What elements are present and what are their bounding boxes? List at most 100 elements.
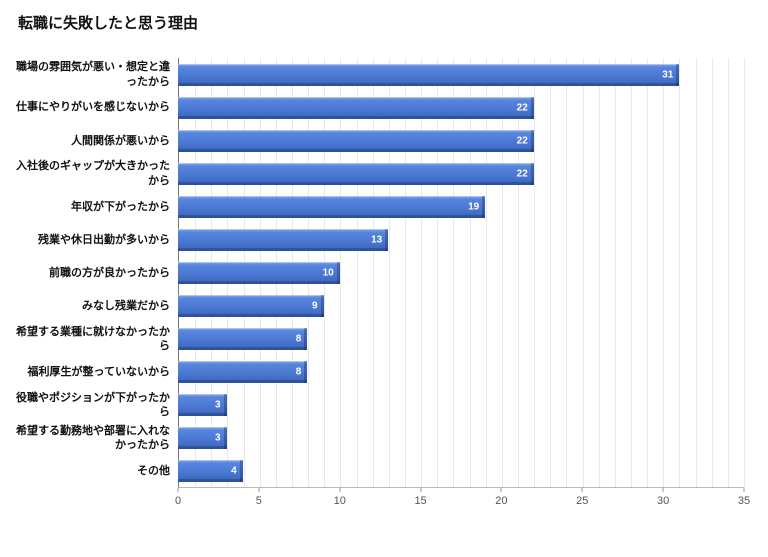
x-tick-label: 20 (495, 495, 508, 507)
bar-value-label: 4 (231, 465, 237, 477)
category-label: 入社後のギャップが大きかったから (16, 160, 170, 187)
x-tick-label: 10 (333, 495, 346, 507)
bar: 22 (178, 162, 534, 185)
bar-track: 4 (178, 455, 744, 488)
bar-track: 8 (178, 356, 744, 389)
gridline (518, 58, 519, 487)
bar-track: 10 (178, 256, 744, 289)
bar: 9 (178, 295, 324, 318)
category-label: 希望する勤務地や部署に入れなかったから (16, 425, 170, 452)
bar-value-label: 13 (371, 234, 383, 246)
category-label: 職場の雰囲気が悪い・想定と違ったから (16, 61, 170, 88)
gridline (663, 58, 665, 487)
gridline (566, 58, 568, 487)
gridline (679, 58, 681, 487)
bar-track: 9 (178, 290, 744, 323)
bar: 19 (178, 195, 486, 218)
bar: 22 (178, 129, 534, 152)
bar-row: 希望する業種に就けなかったから 8 (12, 323, 744, 356)
gridline (727, 58, 729, 487)
bar-track: 3 (178, 389, 744, 422)
bar-track: 22 (178, 124, 744, 157)
bar-value-label: 22 (516, 168, 528, 180)
gridline (501, 58, 503, 487)
bar: 10 (178, 262, 340, 284)
gridline (711, 58, 713, 487)
x-tick-label: 15 (414, 495, 427, 507)
category-label: 福利厚生が整っていないから (27, 366, 170, 379)
bar-row: 人間関係が悪いから 22 (12, 124, 744, 157)
gridline (631, 58, 632, 487)
x-tick-label: 35 (737, 495, 751, 507)
category-label: 残業や休日出勤が多いから (38, 233, 170, 246)
x-tick-label: 0 (174, 495, 182, 507)
x-tick-mark (420, 488, 422, 492)
bar-track: 22 (178, 91, 744, 124)
bar-chart: 職場の雰囲気が悪い・想定と違ったから 31 仕事にやりがいを感じないから 22 人間関係… (12, 58, 751, 516)
gridline (469, 58, 471, 487)
bar-row: 希望する勤務地や部署に入れなかったから 3 (12, 422, 744, 455)
bar: 31 (178, 63, 680, 86)
x-tick-mark (177, 488, 179, 492)
bar-row: 前職の方が良かったから 10 (12, 256, 744, 289)
bar-row: 入社後のギャップが大きかったから 22 (12, 157, 744, 190)
bar-row: 職場の雰囲気が悪い・想定と違ったから 31 (12, 58, 744, 91)
bar-row: 仕事にやりがいを感じないから 22 (12, 91, 744, 124)
gridline (388, 58, 390, 487)
bar-track: 19 (178, 190, 744, 223)
bar-value-label: 9 (311, 300, 318, 312)
gridline (356, 58, 358, 487)
category-label: その他 (137, 465, 170, 478)
x-tick-label: 5 (255, 495, 262, 507)
bar-value-label: 31 (662, 69, 674, 81)
bar-value-label: 3 (214, 399, 221, 411)
bar: 8 (178, 361, 308, 384)
bar-track: 3 (178, 422, 744, 455)
bar-row: 年収が下がったから 19 (12, 190, 744, 223)
x-tick-mark (662, 488, 664, 492)
gridline (598, 58, 600, 487)
x-tick-mark (743, 488, 745, 492)
category-label: 人間関係が悪いから (71, 134, 170, 147)
bar-value-label: 3 (214, 432, 221, 444)
bar-value-label: 22 (516, 135, 528, 147)
bar-track: 22 (178, 157, 744, 190)
bar-track: 8 (178, 323, 744, 356)
bar-row: その他 4 (12, 455, 744, 488)
gridline (647, 58, 649, 487)
category-label: 前職の方が良かったから (49, 266, 170, 279)
bar-value-label: 10 (322, 267, 334, 279)
bar-row: 残業や休日出勤が多いから 13 (12, 223, 744, 256)
gridline (614, 58, 616, 487)
category-label: 希望する業種に就けなかったから (16, 325, 170, 353)
bar-row: 福利厚生が整っていないから 8 (12, 356, 744, 389)
bar-value-label: 8 (295, 333, 302, 345)
category-label: みなし残業だから (82, 299, 170, 312)
bar: 4 (178, 460, 243, 483)
gridline (405, 58, 406, 487)
bar: 3 (178, 394, 227, 417)
gridline (534, 58, 536, 487)
bar-track: 13 (178, 223, 744, 256)
bar-value-label: 19 (468, 201, 480, 213)
gridline (550, 58, 552, 487)
bar-row: みなし残業だから 9 (12, 290, 744, 323)
bar-row: 役職やポジションが下がったから 3 (12, 389, 744, 422)
category-label: 年収が下がったから (71, 200, 170, 213)
x-tick-mark (500, 488, 502, 492)
bar: 3 (178, 427, 227, 450)
bar: 13 (178, 228, 389, 251)
x-tick-label: 30 (657, 495, 670, 507)
bar: 22 (178, 96, 534, 119)
x-tick-label: 25 (576, 495, 589, 507)
bar: 8 (178, 328, 308, 351)
gridline (437, 58, 439, 487)
bar-rows: 職場の雰囲気が悪い・想定と違ったから 31 仕事にやりがいを感じないから 22 人間関係… (12, 58, 744, 488)
gridline (372, 58, 374, 487)
bar-value-label: 8 (295, 366, 302, 378)
x-tick-mark (258, 488, 260, 492)
chart-title: 転職に失敗したと思う理由 (18, 15, 199, 32)
x-tick-mark (339, 488, 341, 492)
gridline (744, 58, 745, 487)
